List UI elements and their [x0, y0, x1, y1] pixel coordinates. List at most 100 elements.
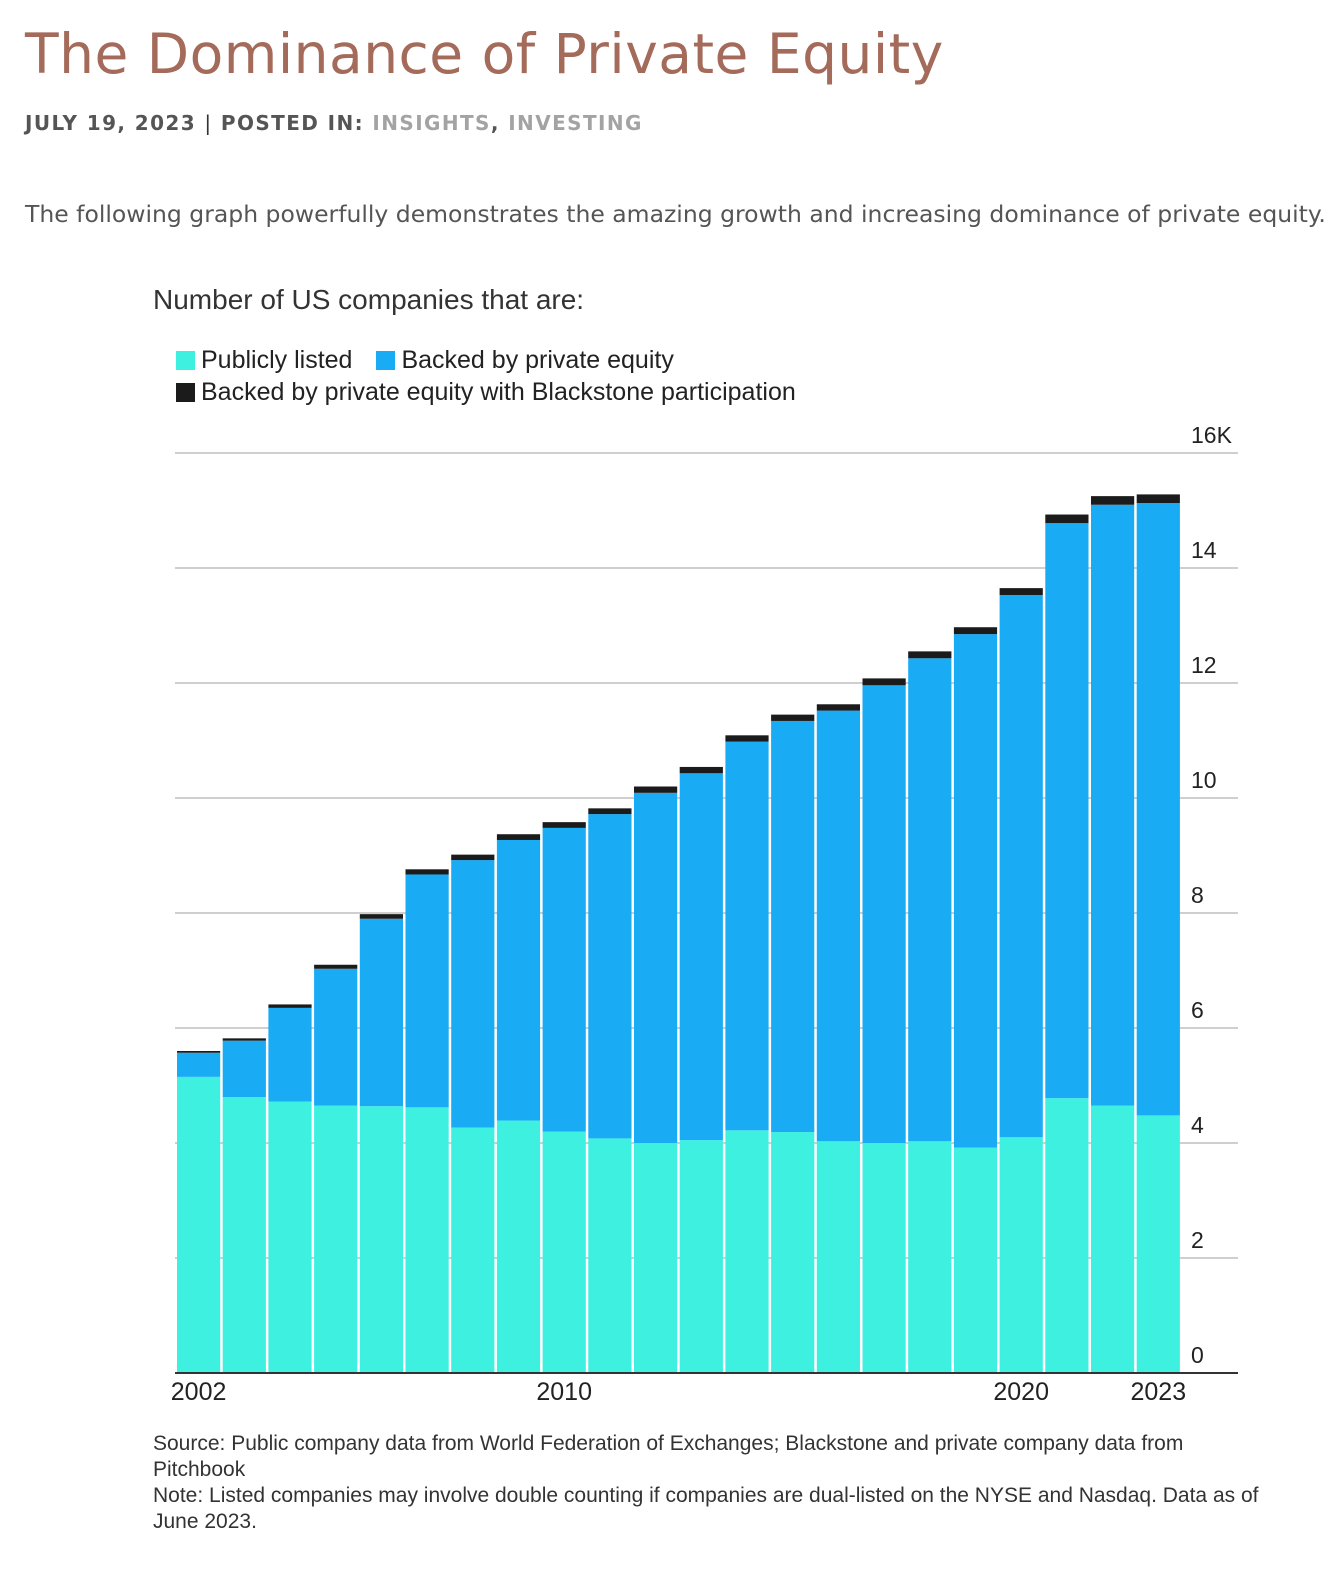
bar-segment-public-2023	[1136, 1115, 1180, 1373]
bar-segment-public-2003	[222, 1097, 266, 1373]
legend-swatch-public	[176, 351, 195, 370]
bar-segment-blackstone-2010	[542, 822, 586, 828]
bar-segment-pe-2013	[679, 773, 723, 1141]
bar-segment-pe-2009	[496, 839, 541, 1121]
bar-segment-public-2019	[953, 1147, 998, 1373]
bar-segment-pe-2003	[222, 1040, 266, 1097]
bar-segment-blackstone-2011	[588, 808, 632, 815]
y-tick-label: 4	[1191, 1112, 1204, 1138]
bar-segment-public-2011	[588, 1138, 632, 1373]
bar-segment-blackstone-2006	[359, 914, 403, 919]
bar-segment-blackstone-2017	[862, 678, 906, 686]
chart-legend-row-2: Backed by private equity with Blackstone…	[176, 378, 820, 407]
bar-segment-blackstone-2019	[953, 627, 998, 635]
legend-label-pe: Backed by private equity	[401, 346, 674, 374]
bar-segment-pe-2008	[451, 860, 495, 1128]
bar-segment-blackstone-2018	[908, 651, 952, 659]
bar-segment-blackstone-2023	[1136, 494, 1180, 504]
legend-item-public: Publicly listed	[176, 346, 352, 375]
legend-swatch-pe	[376, 351, 396, 370]
legend-item-pe: Backed by private equity	[376, 346, 674, 375]
bar-segment-pe-2007	[405, 874, 449, 1108]
bar-segment-pe-2006	[359, 918, 403, 1107]
legend-label-public: Publicly listed	[201, 346, 353, 374]
bar-segment-pe-2005	[314, 968, 358, 1106]
post-date: JULY 19, 2023	[25, 111, 197, 135]
bar-segment-public-2004	[268, 1101, 312, 1373]
bar-segment-blackstone-2013	[679, 766, 723, 774]
y-tick-label: 6	[1191, 997, 1204, 1023]
x-tick-label-2010: 2010	[536, 1378, 592, 1406]
meta-separator: |	[204, 111, 213, 135]
x-tick-label-2023: 2023	[1130, 1378, 1186, 1406]
bar-segment-public-2008	[451, 1127, 495, 1373]
note-text: Note: Listed companies may involve doubl…	[153, 1484, 1259, 1533]
bar-segment-public-2015	[771, 1132, 815, 1373]
legend-swatch-blackstone	[176, 383, 195, 402]
category-link-investing[interactable]: INVESTING	[508, 111, 643, 135]
bar-segment-pe-2016	[816, 710, 860, 1142]
bar-segment-public-2007	[405, 1107, 449, 1373]
bar-segment-public-2013	[679, 1140, 723, 1373]
bar-segment-pe-2014	[725, 741, 769, 1131]
y-tick-label: 16K	[1191, 422, 1233, 448]
y-tick-label: 10	[1191, 767, 1217, 793]
bar-segment-blackstone-2014	[725, 735, 769, 742]
bar-segment-blackstone-2008	[451, 854, 495, 861]
bar-segment-public-2022	[1091, 1105, 1135, 1373]
y-tick-label: 0	[1191, 1342, 1204, 1368]
bar-segment-blackstone-2009	[496, 834, 541, 840]
bar-segment-public-2010	[542, 1131, 586, 1373]
bar-segment-pe-2010	[542, 827, 586, 1132]
bar-segment-blackstone-2016	[816, 704, 860, 711]
bar-segment-pe-2012	[634, 792, 678, 1143]
page-title: The Dominance of Private Equity	[25, 22, 944, 86]
category-separator: ,	[490, 111, 500, 135]
posted-in-label: POSTED IN:	[220, 111, 365, 135]
source-text: Source: Public company data from World F…	[153, 1432, 1184, 1481]
bar-segment-pe-2021	[1045, 523, 1089, 1099]
bar-segment-pe-2023	[1136, 503, 1180, 1116]
bar-segment-public-2017	[862, 1143, 906, 1373]
x-tick-label-2020: 2020	[993, 1378, 1049, 1406]
bar-segment-pe-2011	[588, 814, 632, 1139]
chart-legend-row-1: Publicly listed Backed by private equity	[176, 346, 698, 375]
bar-segment-public-2014	[725, 1130, 769, 1373]
bar-segment-public-2002	[177, 1076, 221, 1373]
y-tick-label: 8	[1191, 882, 1204, 908]
chart-source: Source: Public company data from World F…	[153, 1431, 1273, 1535]
bar-segment-pe-2022	[1091, 504, 1135, 1106]
bar-segment-pe-2018	[908, 658, 952, 1142]
bar-segment-blackstone-2020	[999, 588, 1043, 596]
bar-segment-pe-2020	[999, 595, 1043, 1138]
bar-segment-pe-2019	[953, 634, 998, 1148]
legend-label-blackstone: Backed by private equity with Blackstone…	[201, 378, 796, 406]
bar-segment-public-2018	[908, 1141, 952, 1373]
bar-segment-pe-2015	[771, 720, 815, 1133]
chart-title: Number of US companies that are:	[153, 284, 585, 315]
bar-segment-blackstone-2012	[634, 786, 678, 793]
bar-segment-public-2005	[314, 1105, 358, 1373]
bar-segment-blackstone-2003	[222, 1038, 266, 1041]
bar-segment-blackstone-2005	[314, 964, 358, 969]
y-tick-label: 12	[1191, 652, 1217, 678]
bar-segment-pe-2004	[268, 1007, 312, 1102]
bar-segment-blackstone-2002	[177, 1051, 221, 1053]
bar-segment-blackstone-2004	[268, 1004, 312, 1008]
bar-segment-blackstone-2022	[1091, 496, 1135, 505]
x-tick-label-2002: 2002	[171, 1378, 227, 1406]
post-meta: JULY 19, 2023 | POSTED IN: INSIGHTS, INV…	[25, 111, 643, 135]
legend-item-blackstone: Backed by private equity with Blackstone…	[176, 378, 796, 407]
bar-segment-public-2016	[816, 1141, 860, 1373]
bar-segment-public-2021	[1045, 1098, 1089, 1373]
category-link-insights[interactable]: INSIGHTS	[372, 111, 491, 135]
bar-segment-public-2009	[496, 1120, 541, 1373]
bar-segment-blackstone-2015	[771, 714, 815, 721]
intro-paragraph: The following graph powerfully demonstra…	[25, 200, 1326, 228]
y-tick-label: 2	[1191, 1227, 1204, 1253]
bar-segment-blackstone-2007	[405, 869, 449, 875]
y-tick-label: 14	[1191, 537, 1217, 563]
bar-segment-pe-2002	[177, 1052, 221, 1077]
bar-segment-pe-2017	[862, 685, 906, 1143]
